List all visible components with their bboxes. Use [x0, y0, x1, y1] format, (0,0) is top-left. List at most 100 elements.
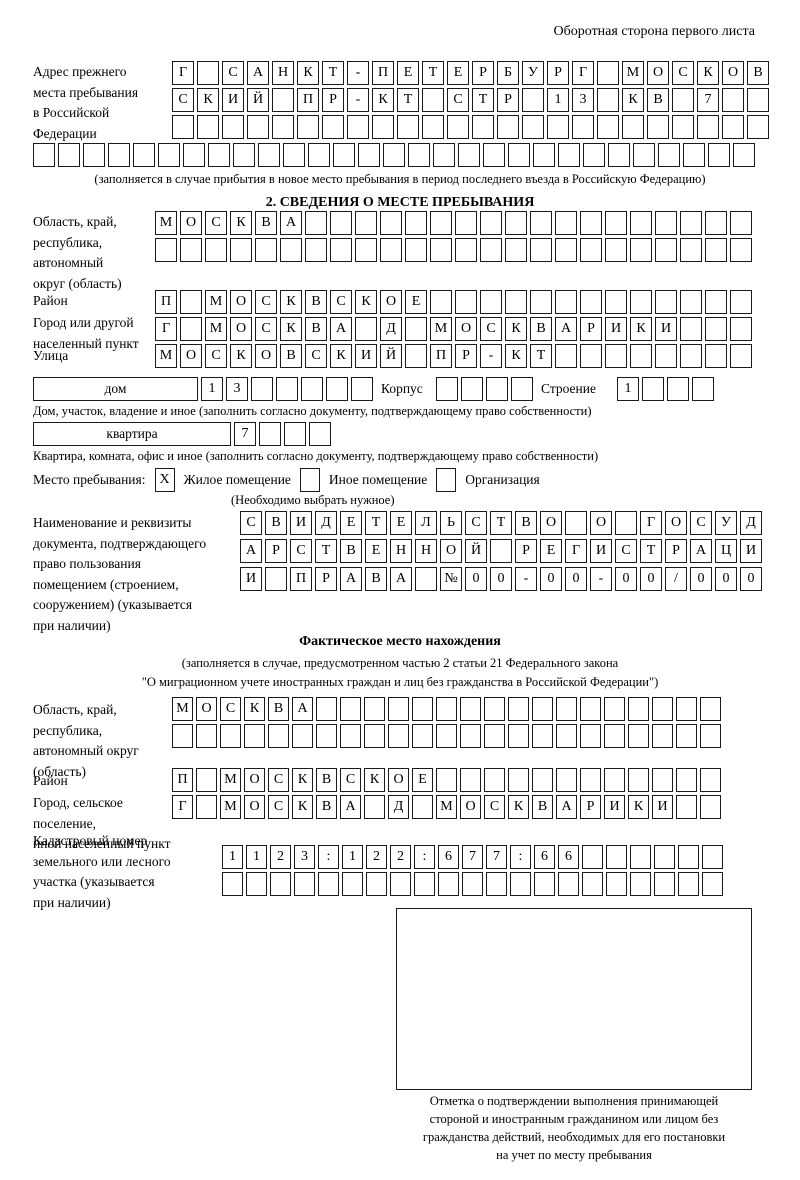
street-cell-13[interactable]: Р [455, 344, 477, 368]
actual-region-cell-11[interactable] [412, 724, 433, 748]
prev-address-cell-23[interactable]: О [722, 61, 744, 85]
street-cell-21[interactable] [655, 344, 677, 368]
district-cell-13[interactable] [455, 290, 477, 314]
actual-city-cell-4[interactable]: О [244, 795, 265, 819]
cadastral-cell-18[interactable] [630, 872, 651, 896]
cadastral-cell-9[interactable]: : [414, 845, 435, 869]
prev-address-wide-cell-16[interactable] [408, 143, 430, 167]
actual-district-cell-3[interactable]: М [220, 768, 241, 792]
document-cell-4[interactable]: Р [315, 567, 337, 591]
cadastral-cell-10[interactable] [438, 872, 459, 896]
house-cell-1[interactable]: 1 [201, 377, 223, 401]
street-cell-14[interactable]: - [480, 344, 502, 368]
district-cell-12[interactable] [430, 290, 452, 314]
street-cell-23[interactable] [705, 344, 727, 368]
actual-region-cell-20[interactable] [628, 697, 649, 721]
region-cell-15[interactable] [505, 211, 527, 235]
prev-address-cell-24[interactable] [747, 115, 769, 139]
actual-region-cell-5[interactable]: В [268, 697, 289, 721]
district-cell-18[interactable] [580, 290, 602, 314]
actual-region-cell-13[interactable] [460, 697, 481, 721]
prev-address-cell-16[interactable]: 1 [547, 88, 569, 112]
actual-region-cell-19[interactable] [604, 724, 625, 748]
cadastral-cell-20[interactable] [678, 845, 699, 869]
actual-city-cell-19[interactable]: И [604, 795, 625, 819]
document-cell-10[interactable]: Й [465, 539, 487, 563]
prev-address-cell-17[interactable] [572, 115, 594, 139]
cadastral-cell-19[interactable] [654, 872, 675, 896]
stroenie-cell-2[interactable] [642, 377, 664, 401]
actual-region-cell-17[interactable] [556, 724, 577, 748]
actual-region-cell-14[interactable] [484, 697, 505, 721]
actual-city-cell-13[interactable]: О [460, 795, 481, 819]
prev-address-cell-14[interactable] [497, 115, 519, 139]
prev-address-cell-2[interactable] [197, 115, 219, 139]
document-cell-3[interactable]: П [290, 567, 312, 591]
prev-address-cell-20[interactable]: В [647, 88, 669, 112]
actual-region-cell-18[interactable] [580, 697, 601, 721]
district-cell-14[interactable] [480, 290, 502, 314]
street-cell-18[interactable] [580, 344, 602, 368]
prev-address-wide-cell-10[interactable] [258, 143, 280, 167]
cadastral-cell-8[interactable] [390, 872, 411, 896]
prev-address-cell-10[interactable]: Е [397, 61, 419, 85]
region-cell-1[interactable] [155, 238, 177, 262]
city-cell-15[interactable]: К [505, 317, 527, 341]
actual-city-cell-20[interactable]: К [628, 795, 649, 819]
prev-address-wide-cell-21[interactable] [533, 143, 555, 167]
region-cell-14[interactable] [480, 238, 502, 262]
prev-address-cell-19[interactable]: К [622, 88, 644, 112]
prev-address-row-4[interactable] [33, 143, 758, 167]
actual-district-cell-2[interactable] [196, 768, 217, 792]
cadastral-cell-16[interactable] [582, 872, 603, 896]
city-cell-2[interactable] [180, 317, 202, 341]
cadastral-row-2[interactable] [222, 872, 726, 896]
cadastral-cell-1[interactable] [222, 872, 243, 896]
actual-city-cell-15[interactable]: К [508, 795, 529, 819]
prev-address-row-3[interactable] [172, 115, 772, 139]
district-cell-5[interactable]: С [255, 290, 277, 314]
prev-address-cell-21[interactable] [672, 88, 694, 112]
prev-address-wide-cell-14[interactable] [358, 143, 380, 167]
document-cell-15[interactable]: - [590, 567, 612, 591]
prev-address-cell-16[interactable] [547, 115, 569, 139]
document-cell-3[interactable]: И [290, 511, 312, 535]
actual-city-cell-1[interactable]: Г [172, 795, 193, 819]
actual-region-cell-13[interactable] [460, 724, 481, 748]
actual-region-cell-23[interactable] [700, 724, 721, 748]
house-cell-2[interactable]: 3 [226, 377, 248, 401]
region-cell-8[interactable] [330, 238, 352, 262]
street-cell-22[interactable] [680, 344, 702, 368]
prev-address-cell-4[interactable]: А [247, 61, 269, 85]
city-cell-9[interactable] [355, 317, 377, 341]
document-cell-17[interactable]: Т [640, 539, 662, 563]
cadastral-cell-2[interactable] [246, 872, 267, 896]
prev-address-wide-cell-11[interactable] [283, 143, 305, 167]
flat-cell-4[interactable] [309, 422, 331, 446]
city-cell-19[interactable]: И [605, 317, 627, 341]
street-cell-17[interactable] [555, 344, 577, 368]
actual-region-cell-21[interactable] [652, 697, 673, 721]
flat-cell-1[interactable]: 7 [234, 422, 256, 446]
checkbox-residential[interactable]: X [154, 468, 175, 492]
prev-address-wide-cell-23[interactable] [583, 143, 605, 167]
cadastral-cell-13[interactable]: : [510, 845, 531, 869]
document-cell-16[interactable] [615, 511, 637, 535]
prev-address-wide-cell-2[interactable] [58, 143, 80, 167]
district-cell-21[interactable] [655, 290, 677, 314]
region-cell-14[interactable] [480, 211, 502, 235]
prev-address-cell-19[interactable] [622, 115, 644, 139]
region-cell-24[interactable] [730, 211, 752, 235]
confirmation-stamp-box[interactable] [396, 908, 752, 1090]
prev-address-wide-cell-13[interactable] [333, 143, 355, 167]
checkbox-organization[interactable] [436, 468, 457, 492]
city-cell-21[interactable]: И [655, 317, 677, 341]
cadastral-cell-5[interactable]: : [318, 845, 339, 869]
prev-address-cell-22[interactable] [697, 115, 719, 139]
prev-address-cell-18[interactable] [597, 61, 619, 85]
city-cell-14[interactable]: С [480, 317, 502, 341]
